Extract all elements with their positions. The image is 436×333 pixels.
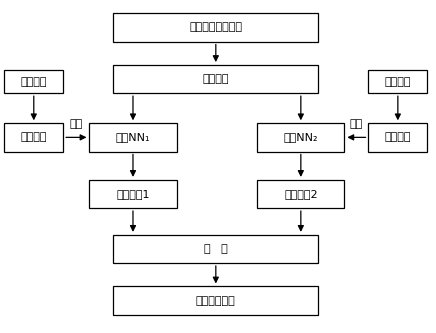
Bar	[113, 13, 318, 42]
Text: 参数空间: 参数空间	[203, 74, 229, 84]
Text: 网络NN₂: 网络NN₂	[283, 132, 318, 143]
Text: 邻井资料: 邻井资料	[20, 77, 47, 87]
Bar	[4, 123, 63, 152]
Text: 井漏事故影响因素: 井漏事故影响因素	[189, 22, 242, 33]
Bar	[113, 286, 318, 315]
Bar	[4, 70, 63, 93]
Bar	[368, 70, 427, 93]
Text: 大量数据: 大量数据	[20, 132, 47, 143]
Text: 网络NN₁: 网络NN₁	[116, 132, 150, 143]
Text: 训练: 训练	[70, 119, 83, 129]
Text: 最终诊断结果: 最终诊断结果	[196, 295, 236, 306]
Bar	[89, 123, 177, 152]
Text: 诊断结果2: 诊断结果2	[284, 189, 318, 199]
Text: 大量数据: 大量数据	[385, 132, 411, 143]
Bar	[113, 65, 318, 93]
Bar	[113, 235, 318, 263]
Bar	[257, 180, 344, 208]
Text: 训练: 训练	[350, 119, 363, 129]
Text: 邻井资料: 邻井资料	[385, 77, 411, 87]
Bar	[89, 180, 177, 208]
Bar	[368, 123, 427, 152]
Text: 融   合: 融 合	[204, 244, 228, 254]
Bar	[257, 123, 344, 152]
Text: 诊断结果1: 诊断结果1	[116, 189, 150, 199]
